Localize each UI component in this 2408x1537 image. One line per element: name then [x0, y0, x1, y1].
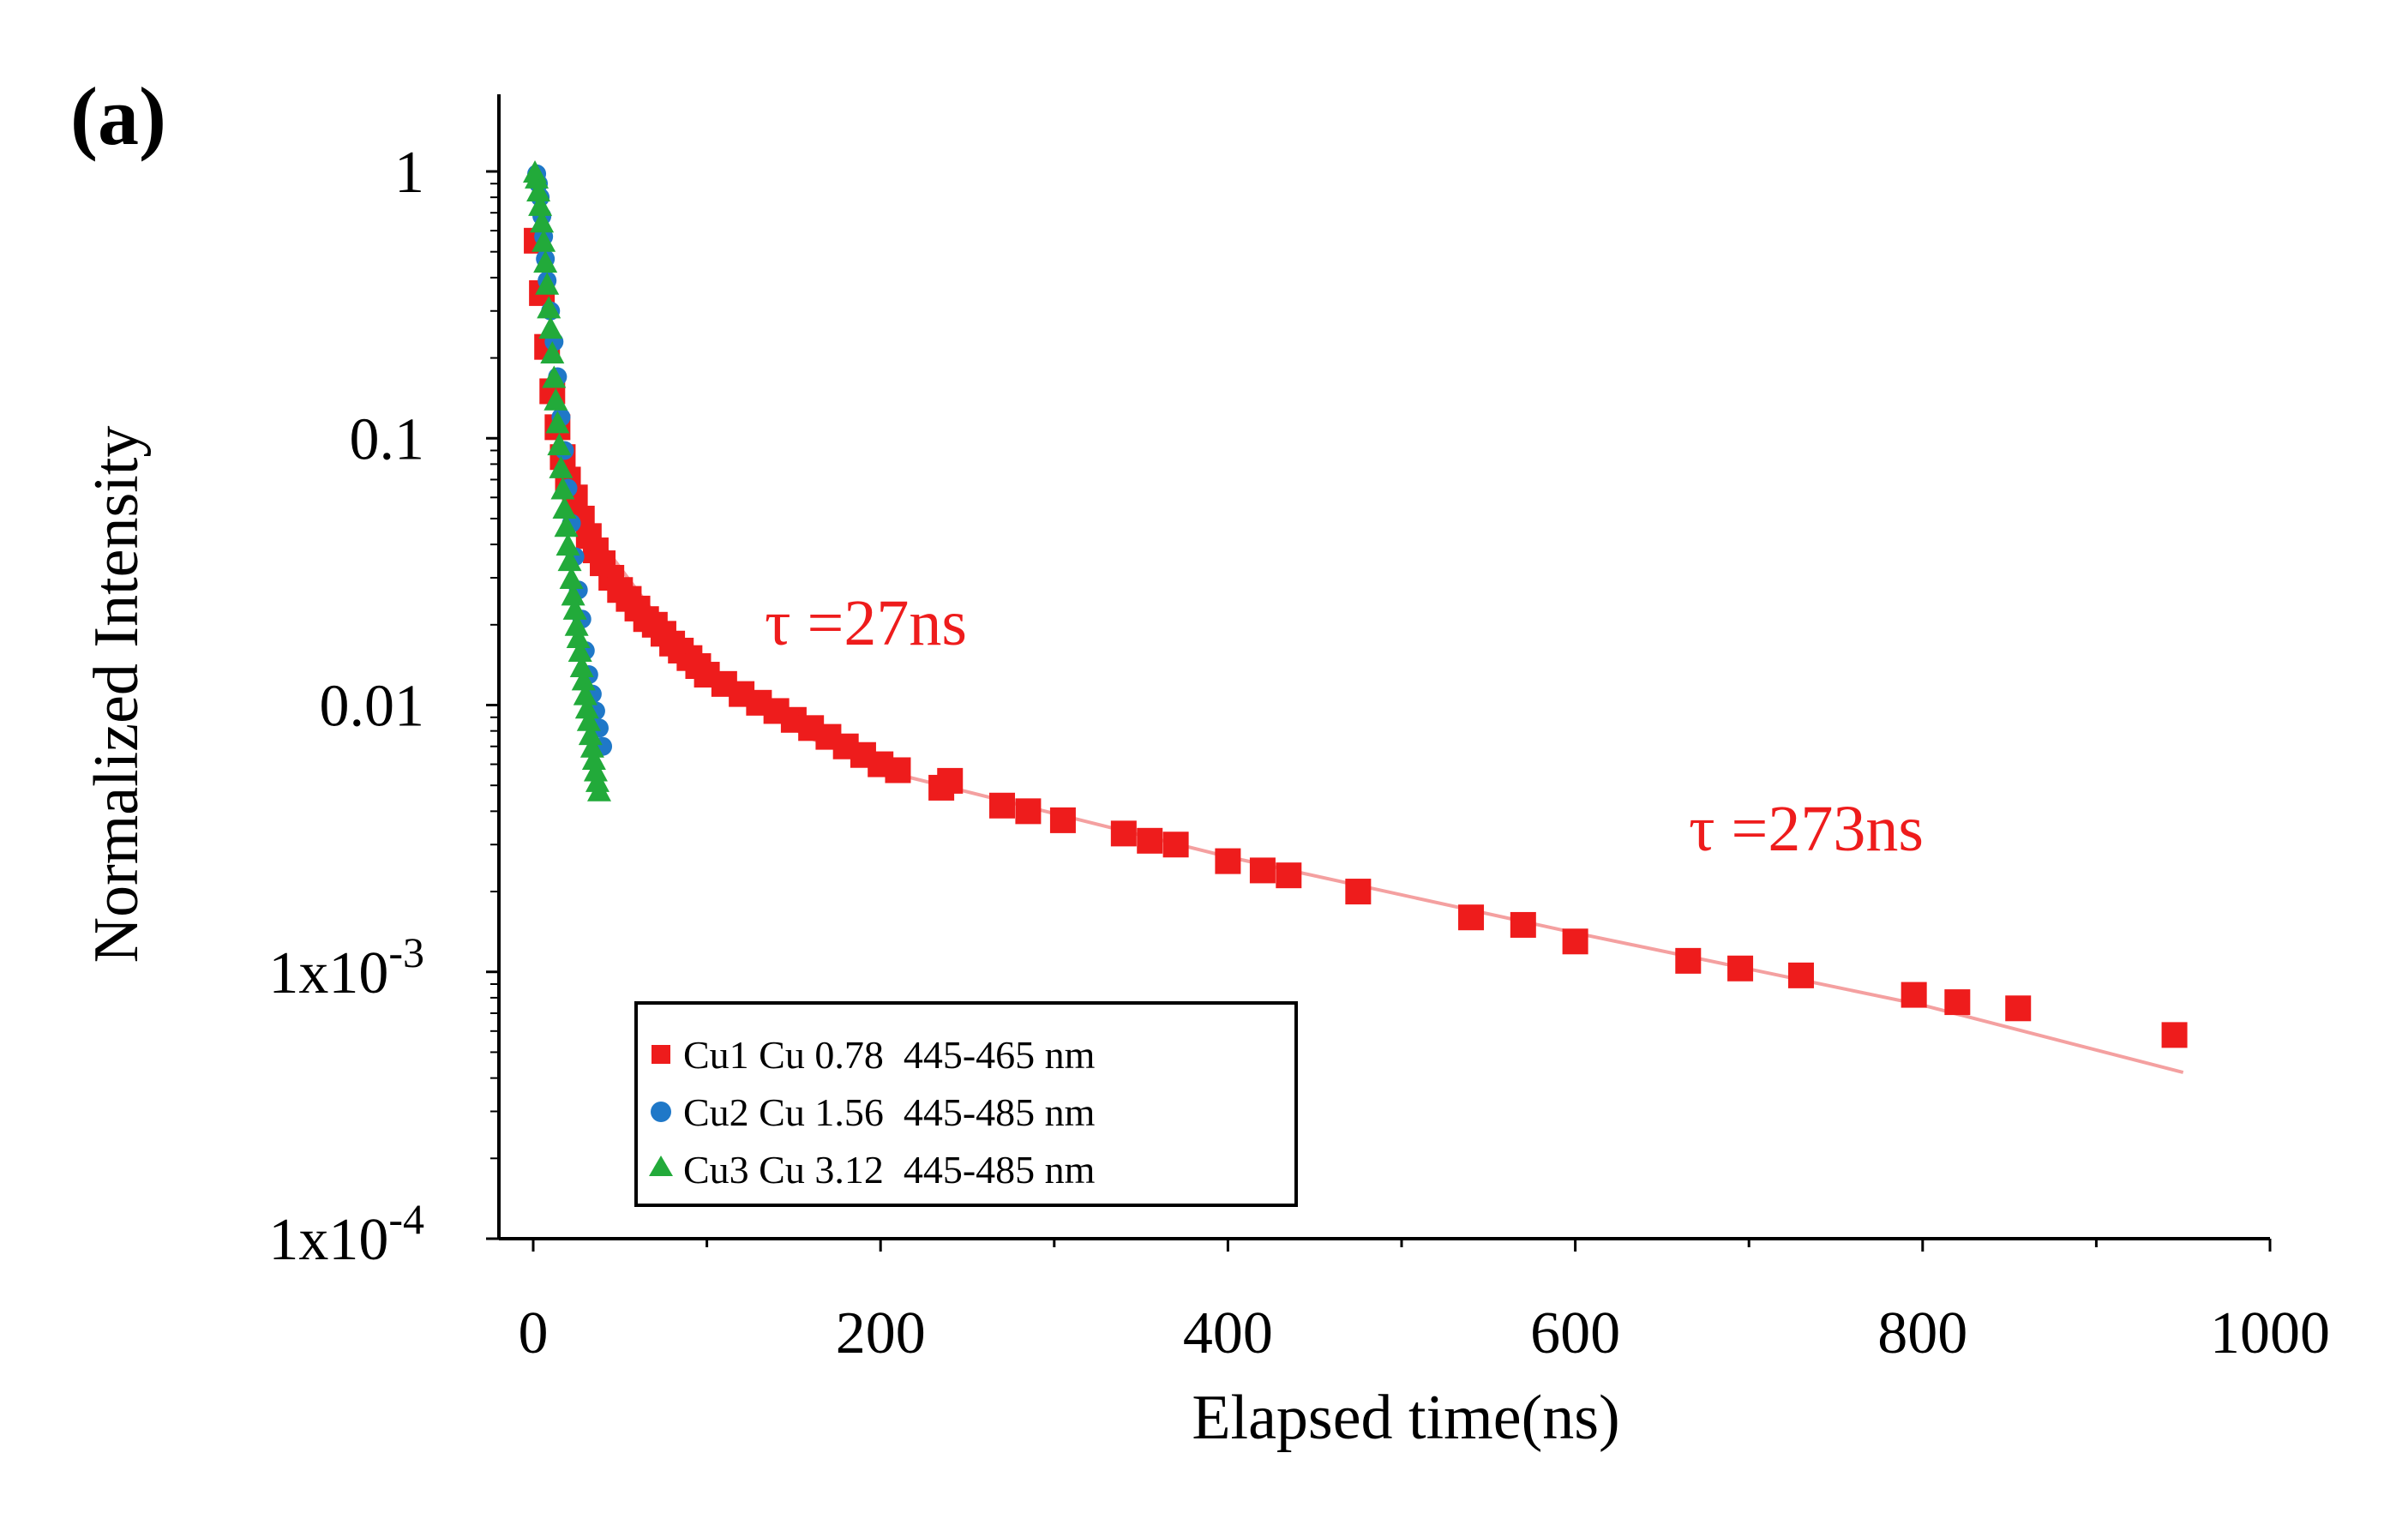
data-point-cu1 [989, 792, 1016, 819]
legend-marker-cu1 [652, 1045, 670, 1064]
annotation-tau-27: τ =27ns [765, 587, 967, 659]
annotation-tau-273: τ =273ns [1689, 793, 1924, 865]
y-tick-label: 1x10-3 [268, 928, 424, 1006]
data-point-cu3 [547, 433, 572, 456]
data-point-cu3 [549, 455, 573, 478]
data-point-cu3 [583, 759, 608, 782]
data-point-cu3 [564, 613, 589, 636]
data-point-cu3 [550, 477, 575, 500]
data-point-cu3 [585, 769, 610, 792]
data-point-cu1 [885, 757, 911, 784]
data-point-cu3 [540, 340, 565, 363]
legend-label-cu1: Cu1 Cu 0.78 445-465 nm [683, 1033, 1096, 1077]
data-point-cu3 [543, 387, 568, 411]
data-point-cu1 [1249, 857, 1276, 884]
x-axis-title: Elapsed time(ns) [1192, 1383, 1619, 1453]
y-tick-label: 1 [394, 140, 424, 206]
legend-box [634, 1001, 1298, 1207]
data-point-cu1 [1137, 827, 1163, 854]
y-minor-ticks [490, 183, 499, 1160]
data-point-cu1 [1015, 798, 1042, 825]
data-point-cu1 [1562, 928, 1588, 955]
x-tick-label: 200 [836, 1300, 926, 1366]
data-point-cu1 [1162, 832, 1189, 858]
x-tick-label: 1000 [2210, 1300, 2330, 1366]
series-cu1 [524, 227, 2188, 1048]
x-tick-label: 0 [519, 1300, 549, 1366]
series-cu3 [523, 160, 611, 802]
legend-marker-cu3 [649, 1156, 673, 1176]
x-tick-label: 600 [1530, 1300, 1620, 1366]
legend-label-cu2: Cu2 Cu 1.56 445-485 nm [683, 1090, 1096, 1134]
data-point-cu1 [1510, 911, 1536, 938]
data-point-cu3 [574, 696, 599, 719]
data-point-cu1 [937, 767, 964, 794]
x-ticks: 0 200 400 600 800 1000 [519, 1239, 2330, 1366]
legend: Cu1 Cu 0.78 445-465 nm Cu2 Cu 1.56 445-4… [634, 1001, 1298, 1207]
data-point-cu1 [2005, 995, 2032, 1022]
y-tick-label: 0.01 [320, 674, 425, 740]
panel-label: (a) [70, 70, 166, 162]
data-point-cu3 [571, 668, 596, 691]
data-point-cu1 [1675, 947, 1702, 974]
data-point-cu3 [528, 193, 553, 216]
data-point-cu3 [537, 296, 561, 319]
data-point-cu1 [1215, 848, 1241, 874]
y-ticks: 1 0.1 0.01 1x10-3 1x10-4 [268, 140, 499, 1273]
data-point-cu3 [538, 316, 563, 339]
data-point-cu3 [555, 533, 580, 556]
y-tick-label: 0.1 [350, 406, 425, 472]
data-point-cu1 [1727, 955, 1754, 982]
data-point-cu3 [559, 566, 584, 589]
data-point-cu3 [578, 723, 603, 746]
data-point-cu3 [569, 655, 594, 678]
data-point-cu3 [533, 249, 558, 273]
data-point-cu3 [530, 210, 555, 233]
data-point-cu3 [545, 411, 570, 434]
data-point-cu3 [567, 639, 592, 662]
data-point-cu3 [535, 272, 560, 295]
data-point-cu3 [576, 708, 601, 731]
data-point-cu3 [526, 178, 551, 201]
data-point-cu1 [1276, 862, 1302, 889]
data-point-cu3 [561, 583, 585, 606]
legend-marker-cu2 [651, 1102, 671, 1122]
data-point-cu1 [1110, 820, 1137, 847]
data-point-cu3 [586, 778, 611, 802]
data-point-cu3 [542, 365, 567, 388]
x-tick-label: 400 [1183, 1300, 1273, 1366]
x-tick-label: 800 [1877, 1300, 1967, 1366]
y-tick-label: 1x10-4 [268, 1195, 424, 1273]
axes [497, 94, 2270, 1240]
data-point-cu3 [557, 549, 582, 572]
data-point-cu1 [1787, 962, 1814, 988]
data-point-cu1 [1345, 879, 1372, 905]
data-point-cu1 [1901, 982, 1927, 1008]
data-point-cu3 [581, 747, 606, 770]
data-point-cu3 [552, 496, 577, 519]
data-point-cu3 [566, 626, 591, 649]
data-point-cu3 [525, 165, 549, 189]
y-axis-title: Normalized Intensity [81, 426, 152, 964]
data-point-cu1 [1049, 807, 1076, 833]
data-point-cu1 [1458, 904, 1485, 931]
data-point-cu3 [573, 682, 597, 705]
data-point-cu3 [554, 514, 579, 537]
data-point-cu3 [531, 229, 556, 252]
data-point-cu3 [562, 597, 587, 620]
legend-label-cu3: Cu3 Cu 3.12 445-485 nm [683, 1148, 1096, 1192]
data-point-cu3 [579, 735, 604, 758]
data-point-cu1 [2161, 1022, 2188, 1048]
data-point-cu1 [1944, 989, 1971, 1016]
